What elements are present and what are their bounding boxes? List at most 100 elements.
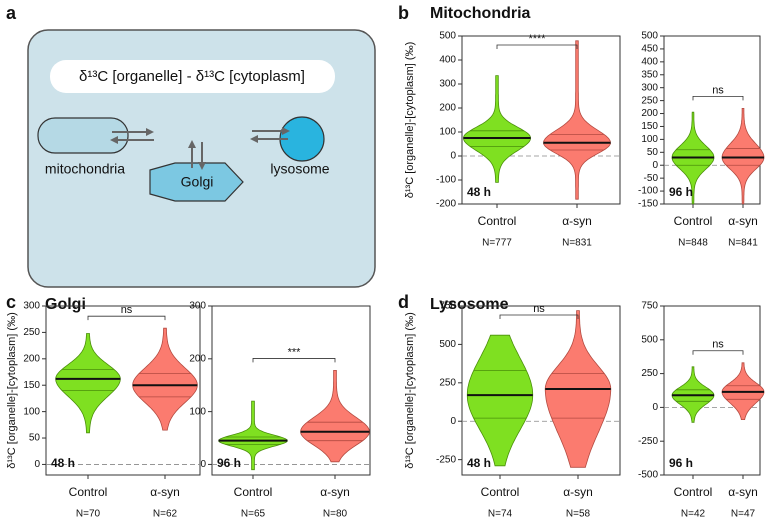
significance-bracket (87, 315, 166, 321)
plot-frame (663, 35, 761, 205)
y-tick-label: 0 (652, 402, 658, 413)
y-tick-label: 200 (189, 353, 206, 364)
diagram: δ¹³C [organelle] - δ¹³C [cytoplasm] mito… (27, 29, 376, 288)
y-tick-label: 400 (641, 56, 658, 67)
x-tick-label: Control (234, 485, 273, 499)
x-tick-label: α-syn (728, 485, 758, 499)
y-tick-label: 50 (29, 433, 41, 444)
x-tick-label: Control (69, 485, 108, 499)
time-label: 48 h (51, 456, 75, 470)
significance-label: **** (528, 33, 546, 45)
significance-label: ns (121, 304, 133, 316)
n-label: N=62 (153, 509, 178, 520)
y-tick-label: 300 (439, 79, 456, 90)
n-label: N=74 (488, 509, 513, 520)
panel-title: Mitochondria (430, 5, 531, 22)
plot-frame (211, 305, 371, 476)
plot-frame (461, 35, 621, 205)
equation-box (50, 60, 335, 93)
plot-frame (461, 305, 621, 476)
y-tick-label: 350 (641, 69, 658, 80)
y-tick-label: 0 (450, 151, 456, 162)
plot-frame (45, 305, 201, 476)
panel-letter: d (398, 292, 409, 312)
x-tick-label: α-syn (320, 485, 350, 499)
organelle-label: lysosome (270, 161, 329, 177)
equation: δ¹³C [organelle] - δ¹³C [cytoplasm] (79, 68, 305, 85)
exchange-arrows (110, 127, 290, 170)
y-tick-label: 450 (641, 44, 658, 55)
n-label: N=777 (482, 238, 512, 249)
panel-letter: c (6, 292, 16, 312)
time-label: 96 h (669, 185, 693, 199)
y-tick-label: 500 (641, 334, 658, 345)
violin (55, 333, 121, 434)
n-label: N=70 (76, 509, 101, 520)
significance-bracket (499, 314, 579, 319)
y-tick-label: 300 (641, 82, 658, 93)
significance-bracket (692, 95, 744, 101)
y-tick-label: 250 (641, 368, 658, 379)
n-label: N=58 (566, 509, 591, 520)
y-tick-label: 100 (189, 406, 206, 417)
violin (462, 75, 532, 183)
y-axis-label: δ¹³C [organelle]-[cytoplasm] (‰) (404, 312, 416, 469)
violin (132, 327, 198, 431)
significance-bracket (496, 44, 578, 49)
n-label: N=841 (728, 238, 758, 249)
n-label: N=80 (323, 509, 348, 520)
significance-bracket (252, 358, 336, 363)
time-label: 96 h (669, 456, 693, 470)
n-label: N=42 (681, 509, 706, 520)
x-tick-label: Control (674, 214, 713, 228)
y-axis-label: δ¹³C [organelle]-[cytoplasm] (‰) (6, 312, 18, 469)
y-tick-label: 0 (200, 459, 206, 470)
y-tick-label: 300 (23, 301, 40, 312)
y-axis-label: δ¹³C [organelle]-[cytoplasm] (‰) (404, 42, 416, 199)
x-tick-label: Control (478, 214, 517, 228)
y-tick-label: 100 (641, 134, 658, 145)
y-tick-label: -100 (638, 186, 658, 197)
golgi (149, 162, 244, 202)
x-tick-label: α-syn (150, 485, 180, 499)
y-tick-label: 100 (23, 406, 40, 417)
n-label: N=831 (562, 238, 592, 249)
y-tick-label: -150 (638, 199, 658, 210)
y-tick-label: 150 (23, 380, 40, 391)
y-tick-label: 500 (439, 339, 456, 350)
significance-label: ns (712, 339, 724, 351)
y-tick-label: 150 (641, 121, 658, 132)
violin (466, 334, 534, 467)
y-tick-label: 0 (652, 160, 658, 171)
y-tick-label: 400 (439, 55, 456, 66)
y-tick-label: 50 (647, 147, 659, 158)
y-tick-label: 250 (23, 327, 40, 338)
violin (543, 40, 611, 200)
y-tick-label: 200 (23, 353, 40, 364)
time-label: 48 h (467, 185, 491, 199)
violin (300, 370, 370, 463)
x-tick-label: α-syn (563, 485, 593, 499)
x-tick-label: Control (674, 485, 713, 499)
n-label: N=65 (241, 509, 266, 520)
organelle-label: Golgi (181, 174, 214, 190)
y-tick-label: -50 (644, 173, 659, 184)
organelle-label: mitochondria (45, 161, 125, 177)
y-tick-label: -250 (638, 436, 658, 447)
significance-label: ns (533, 303, 545, 315)
x-tick-label: Control (481, 485, 520, 499)
violin (721, 108, 765, 205)
panel-title: Lysosome (430, 296, 509, 313)
mitochondrion (37, 117, 129, 154)
y-tick-label: 500 (641, 31, 658, 42)
y-tick-label: 250 (641, 95, 658, 106)
y-tick-label: 500 (439, 31, 456, 42)
panel-letter: b (398, 3, 409, 23)
x-tick-label: α-syn (728, 214, 758, 228)
time-label: 96 h (217, 456, 241, 470)
y-tick-label: -200 (436, 199, 456, 210)
significance-bracket (692, 350, 744, 355)
panel-letter: a (6, 3, 17, 23)
violin (218, 400, 288, 471)
y-tick-label: 0 (34, 459, 40, 470)
